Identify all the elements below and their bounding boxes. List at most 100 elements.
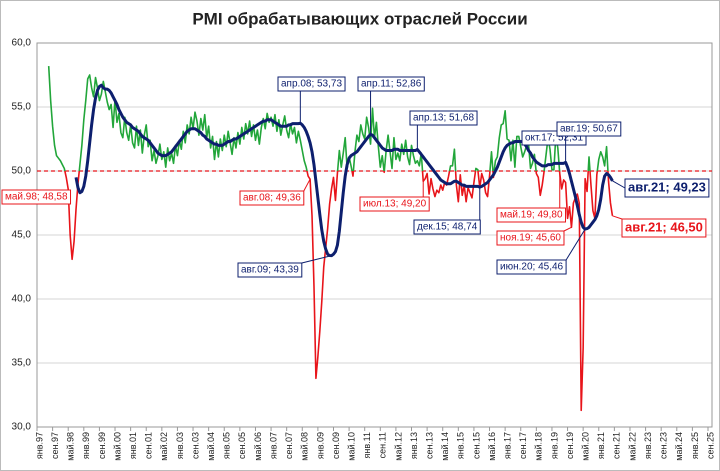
x-tick-label: янв.15	[456, 432, 466, 459]
annotation-label: апр.08; 53,73	[281, 79, 342, 90]
annotation: апр.13; 51,68	[409, 110, 478, 150]
x-tick-label: сен.11	[378, 432, 388, 458]
annotation-label: авг.09; 43,39	[241, 265, 299, 276]
x-tick-label: май.06	[253, 432, 263, 461]
annotation-label: апр.13; 51,68	[413, 113, 474, 124]
annotation: авг.21; 46,50	[612, 215, 707, 238]
x-tick-label: май.98	[66, 432, 76, 461]
annotation-box	[556, 121, 622, 137]
annotation-label: июл.13; 49,20	[363, 199, 427, 210]
x-tick-label: янв.09	[315, 432, 325, 459]
annotation-box	[277, 76, 346, 92]
annotation-box	[359, 196, 430, 212]
x-tick-label: янв.07	[268, 432, 278, 459]
x-tick-label: сен.21	[612, 432, 622, 459]
x-tick-label: май.04	[206, 432, 216, 461]
annotation-label: авг.08; 49,36	[243, 193, 301, 204]
x-tick-label: янв.99	[81, 432, 91, 459]
annotation-label: ноя.19; 45,60	[500, 233, 561, 244]
annotation: авг.19; 50,67	[556, 121, 622, 163]
x-tick-label: май.00	[112, 432, 122, 461]
annotation-label: май.19; 49,80	[500, 210, 563, 221]
x-tick-label: май.16	[487, 432, 497, 461]
annotation: апр.11; 52,86	[357, 76, 425, 135]
annotation-connector	[301, 255, 332, 264]
series-line	[47, 65, 614, 412]
annotation-label: апр.11; 52,86	[361, 79, 422, 90]
annotation-box	[409, 110, 478, 126]
x-tick-label: сен.03	[190, 432, 200, 459]
x-tick-label: май.24	[674, 432, 684, 461]
x-tick-label: янв.21	[596, 432, 606, 459]
x-tick-label: янв.11	[362, 432, 372, 458]
x-tick-label: май.18	[534, 432, 544, 461]
annotation-box	[496, 230, 565, 246]
x-tick-label: сен.05	[237, 432, 247, 459]
annotation: июл.13; 49,20	[359, 181, 430, 212]
annotation-connector	[565, 228, 586, 261]
annotation-box	[1, 189, 72, 205]
y-tick-label: 35,0	[12, 358, 32, 369]
x-tick-label: янв.19	[549, 432, 559, 459]
y-tick-label: 50,0	[12, 166, 32, 177]
annotation: ноя.19; 45,60	[496, 226, 572, 246]
annotation-box	[413, 219, 481, 235]
annotation-connector	[612, 215, 623, 220]
annotation-box	[496, 259, 567, 275]
x-tick-label: янв.97	[34, 432, 44, 459]
annotation-box	[237, 262, 303, 278]
x-tick-label: сен.25	[705, 432, 715, 459]
x-tick-label: янв.23	[643, 432, 653, 459]
x-tick-label: май.02	[159, 432, 169, 461]
annotation: июн.20; 45,46	[496, 228, 586, 275]
annotation: дек.15; 48,74	[413, 187, 481, 235]
annotation-label: май.98; 48,58	[5, 192, 68, 203]
plot-border	[36, 42, 713, 428]
x-tick-label: май.14	[440, 432, 450, 461]
annotation-connector	[612, 180, 626, 189]
x-tick-label: сен.99	[97, 432, 107, 459]
y-tick-label: 55,0	[12, 102, 32, 113]
annotation-label: окт.17; 52,31	[525, 133, 583, 144]
annotation-label: дек.15; 48,74	[417, 222, 478, 233]
x-tick-label: сен.23	[659, 432, 669, 459]
annotation: авг.08; 49,36	[239, 178, 311, 206]
x-tick-label: янв.01	[128, 432, 138, 459]
x-tick-label: янв.25	[690, 432, 700, 459]
annotation: май.19; 49,80	[496, 173, 567, 223]
x-tick-label: янв.03	[175, 432, 185, 459]
annotation-box	[496, 207, 567, 223]
y-tick-label: 30,0	[12, 422, 32, 433]
chart-title: PMI обрабатывающих отраслей России	[192, 9, 527, 28]
y-tick-label: 60,0	[12, 38, 32, 49]
x-tick-label: сен.19	[565, 432, 575, 459]
annotation-connector	[563, 226, 572, 232]
x-tick-label: май.12	[393, 432, 403, 461]
x-tick-label: сен.07	[284, 432, 294, 459]
annotation: авг.09; 43,39	[237, 255, 332, 278]
x-tick-label: янв.13	[409, 432, 419, 459]
annotation: апр.08; 53,73	[277, 76, 346, 124]
annotation-box	[239, 190, 305, 206]
x-tick-label: май.10	[346, 432, 356, 461]
annotation-label: авг.19; 50,67	[560, 124, 618, 135]
x-tick-label: сен.13	[424, 432, 434, 459]
x-tick-label: сен.15	[471, 432, 481, 459]
annotation-label: июн.20; 45,46	[500, 262, 564, 273]
annotation-box	[624, 178, 710, 198]
annotation-label: авг.21; 46,50	[625, 219, 703, 234]
x-tick-label: май.08	[300, 432, 310, 461]
x-tick-label: май.22	[627, 432, 637, 461]
x-tick-label: сен.97	[50, 432, 60, 459]
annotation-label: авг.21; 49,23	[628, 179, 706, 194]
x-tick-label: янв.05	[222, 432, 232, 459]
annotation-connector	[303, 178, 311, 192]
annotation-box	[357, 76, 425, 92]
x-tick-label: сен.01	[144, 432, 154, 459]
x-tick-label: сен.09	[331, 432, 341, 459]
y-tick-label: 40,0	[12, 294, 32, 305]
annotation-box	[621, 218, 707, 238]
y-tick-label: 45,0	[12, 230, 32, 241]
annotation: авг.21; 49,23	[612, 178, 710, 198]
